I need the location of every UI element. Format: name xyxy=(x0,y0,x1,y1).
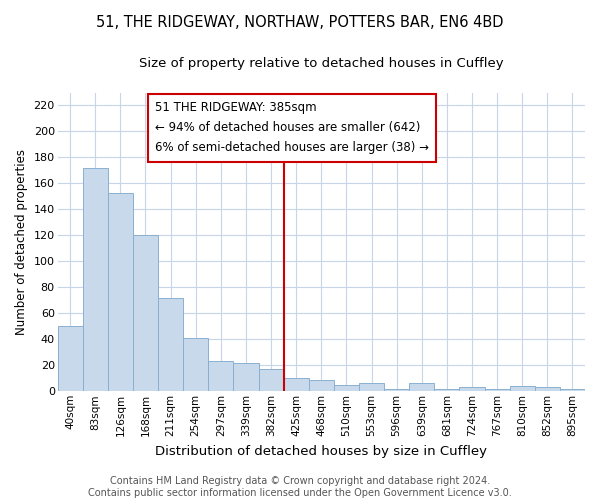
Bar xyxy=(108,192,133,392)
Bar xyxy=(158,298,183,392)
Title: Size of property relative to detached houses in Cuffley: Size of property relative to detached ho… xyxy=(139,58,503,70)
Bar xyxy=(485,388,509,392)
Bar xyxy=(359,384,384,392)
Text: 51, THE RIDGEWAY, NORTHAW, POTTERS BAR, EN6 4BD: 51, THE RIDGEWAY, NORTHAW, POTTERS BAR, … xyxy=(96,15,504,30)
Bar xyxy=(133,236,158,392)
Bar xyxy=(259,369,284,392)
Bar xyxy=(208,362,233,392)
Text: Contains HM Land Registry data © Crown copyright and database right 2024.
Contai: Contains HM Land Registry data © Crown c… xyxy=(88,476,512,498)
Bar xyxy=(384,388,409,392)
Bar xyxy=(535,388,560,392)
Bar xyxy=(409,384,434,392)
X-axis label: Distribution of detached houses by size in Cuffley: Distribution of detached houses by size … xyxy=(155,444,487,458)
Bar xyxy=(334,385,359,392)
Bar xyxy=(233,362,259,392)
Bar xyxy=(509,386,535,392)
Bar xyxy=(284,378,309,392)
Text: 51 THE RIDGEWAY: 385sqm
← 94% of detached houses are smaller (642)
6% of semi-de: 51 THE RIDGEWAY: 385sqm ← 94% of detache… xyxy=(155,102,429,154)
Bar xyxy=(58,326,83,392)
Bar xyxy=(183,338,208,392)
Bar xyxy=(309,380,334,392)
Bar xyxy=(460,388,485,392)
Bar xyxy=(434,388,460,392)
Bar xyxy=(560,388,585,392)
Y-axis label: Number of detached properties: Number of detached properties xyxy=(15,149,28,335)
Bar xyxy=(83,168,108,392)
